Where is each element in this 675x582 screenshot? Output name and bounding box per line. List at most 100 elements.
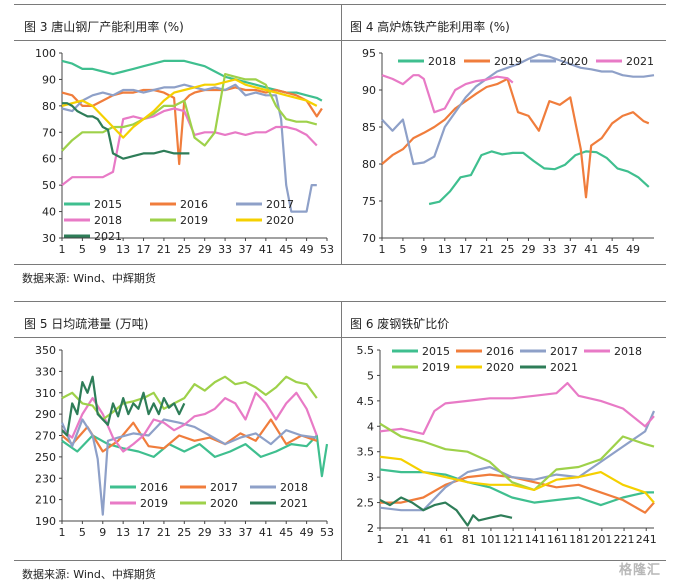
y-tick-label: 100 bbox=[35, 47, 56, 60]
series-line-2018 bbox=[60, 418, 317, 516]
legend-label-2018: 2018 bbox=[94, 214, 122, 227]
x-tick-label: 17 bbox=[459, 243, 473, 256]
x-tick-label: 41 bbox=[259, 243, 273, 256]
legend-label-2020: 2020 bbox=[266, 214, 294, 227]
series-line-2017 bbox=[61, 83, 317, 213]
y-tick-label: 310 bbox=[35, 387, 56, 400]
legend-label-2019: 2019 bbox=[494, 55, 522, 68]
legend-label-2018: 2018 bbox=[280, 481, 308, 494]
x-tick-label: 221 bbox=[614, 533, 635, 546]
x-tick-label: 1 bbox=[59, 526, 66, 539]
series-line-2017 bbox=[61, 418, 318, 453]
y-tick-label: 330 bbox=[35, 365, 56, 378]
x-tick-label: 49 bbox=[300, 526, 314, 539]
x-tick-label: 33 bbox=[542, 243, 556, 256]
y-tick-label: 290 bbox=[35, 408, 56, 421]
chart-title-p4: 图 4 高炉炼铁产能利用率 (%) bbox=[350, 20, 510, 34]
legend-label-2020: 2020 bbox=[486, 361, 514, 374]
y-tick-label: 230 bbox=[35, 472, 56, 485]
y-tick-label: 250 bbox=[35, 451, 56, 464]
x-tick-label: 33 bbox=[218, 526, 232, 539]
x-tick-label: 13 bbox=[116, 243, 130, 256]
x-tick-label: 81 bbox=[462, 533, 476, 546]
header-line-top bbox=[14, 40, 666, 41]
chart-title-p5: 图 5 日均疏港量 (万吨) bbox=[24, 317, 149, 331]
x-tick-label: 25 bbox=[177, 526, 191, 539]
y-tick-label: 270 bbox=[35, 430, 56, 443]
x-tick-label: 53 bbox=[320, 243, 334, 256]
y-tick-label: 90 bbox=[362, 84, 376, 97]
x-tick-label: 29 bbox=[521, 243, 535, 256]
legend-label-2021: 2021 bbox=[280, 497, 308, 510]
x-tick-label: 37 bbox=[563, 243, 577, 256]
series-line-2019 bbox=[61, 72, 318, 152]
x-tick-label: 13 bbox=[438, 243, 452, 256]
series-line-2016 bbox=[61, 86, 323, 166]
y-tick-label: 95 bbox=[362, 47, 376, 60]
y-tick-label: 4.5 bbox=[357, 395, 375, 408]
x-tick-label: 5 bbox=[399, 243, 406, 256]
y-tick-label: 350 bbox=[35, 344, 56, 357]
figure-frame bbox=[14, 4, 666, 572]
legend-label-2019: 2019 bbox=[180, 214, 208, 227]
watermark-logo: 格隆汇 bbox=[618, 563, 661, 578]
x-tick-label: 17 bbox=[137, 526, 151, 539]
y-tick-label: 80 bbox=[362, 158, 376, 171]
series-line-2021 bbox=[381, 74, 514, 114]
x-tick-label: 41 bbox=[259, 526, 273, 539]
series-line-2016 bbox=[380, 473, 655, 514]
x-tick-label: 17 bbox=[137, 243, 151, 256]
series-line-2018 bbox=[379, 382, 655, 435]
data-source-bottom: 数据来源: Wind、中辉期货 bbox=[22, 568, 156, 581]
y-tick-label: 50 bbox=[42, 179, 56, 192]
y-tick-label: 40 bbox=[42, 206, 56, 219]
y-tick-label: 80 bbox=[42, 100, 56, 113]
series-line-2020 bbox=[61, 375, 318, 421]
x-tick-label: 49 bbox=[626, 243, 640, 256]
y-tick-label: 70 bbox=[362, 232, 376, 245]
legend-label-2016: 2016 bbox=[486, 345, 514, 358]
panel-divider-bottom bbox=[341, 301, 342, 560]
y-tick-label: 85 bbox=[362, 121, 376, 134]
header-line-bottom bbox=[14, 337, 666, 338]
y-tick-label: 4 bbox=[367, 420, 374, 433]
x-tick-label: 21 bbox=[480, 243, 494, 256]
footer-line-top bbox=[14, 264, 666, 265]
frame-mid-line bbox=[14, 301, 666, 302]
x-tick-label: 1 bbox=[59, 243, 66, 256]
y-tick-label: 2.5 bbox=[357, 497, 375, 510]
x-tick-label: 9 bbox=[99, 526, 106, 539]
legend-label-2015: 2015 bbox=[94, 198, 122, 211]
x-tick-label: 1 bbox=[377, 533, 384, 546]
legend-label-2017: 2017 bbox=[550, 345, 578, 358]
chart-title-p3: 图 3 唐山钢厂产能利用率 (%) bbox=[24, 20, 184, 34]
legend-label-2017: 2017 bbox=[210, 481, 238, 494]
legend-label-2021: 2021 bbox=[626, 55, 654, 68]
x-tick-label: 5 bbox=[79, 243, 86, 256]
y-tick-label: 3.5 bbox=[357, 446, 375, 459]
x-tick-label: 29 bbox=[198, 243, 212, 256]
panel-divider-top bbox=[341, 4, 342, 264]
x-tick-label: 121 bbox=[503, 533, 524, 546]
x-tick-label: 21 bbox=[157, 526, 171, 539]
x-tick-label: 1 bbox=[379, 243, 386, 256]
series-line-2019 bbox=[381, 77, 650, 199]
x-tick-label: 61 bbox=[440, 533, 454, 546]
x-tick-label: 161 bbox=[547, 533, 568, 546]
y-tick-label: 90 bbox=[42, 73, 56, 86]
y-tick-label: 5.5 bbox=[357, 344, 375, 357]
y-tick-label: 75 bbox=[362, 195, 376, 208]
y-tick-label: 210 bbox=[35, 494, 56, 507]
x-tick-label: 13 bbox=[116, 526, 130, 539]
x-tick-label: 33 bbox=[218, 243, 232, 256]
legend-label-2015: 2015 bbox=[422, 345, 450, 358]
frame-top-line bbox=[14, 4, 666, 5]
y-tick-label: 190 bbox=[35, 515, 56, 528]
x-tick-label: 49 bbox=[300, 243, 314, 256]
x-tick-label: 25 bbox=[177, 243, 191, 256]
legend-label-2020: 2020 bbox=[210, 497, 238, 510]
legend-label-2018: 2018 bbox=[428, 55, 456, 68]
y-tick-label: 30 bbox=[42, 232, 56, 245]
